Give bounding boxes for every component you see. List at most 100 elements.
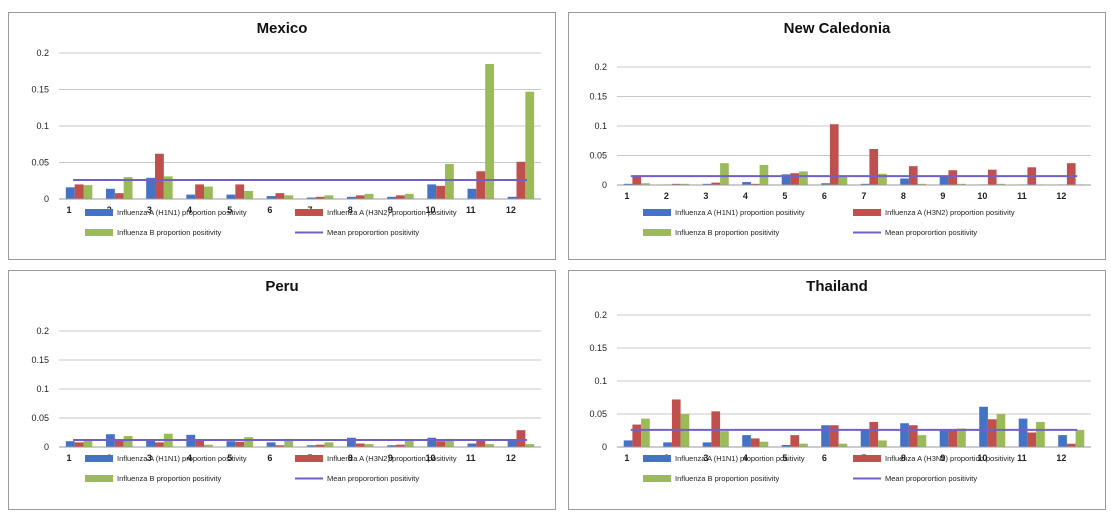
x-tick-label: 8 [901, 191, 906, 201]
x-tick-label: 5 [782, 191, 787, 201]
bar-h3n2 [632, 424, 642, 447]
x-tick-label: 12 [506, 205, 516, 215]
legend-label: Influenza B proportion positivity [675, 474, 779, 483]
bar-h1n1 [306, 197, 316, 199]
legend-label: Mean proporortion positivity [327, 474, 419, 483]
bar-h3n2 [750, 183, 760, 185]
chart-svg-thailand: Thailand00.050.10.150.2123456789101112In… [589, 278, 1091, 483]
bar-h3n2 [315, 196, 325, 199]
legend-swatch [295, 209, 323, 216]
y-tick-label: 0 [602, 442, 607, 452]
bar-h3n2 [671, 399, 681, 447]
bar-h1n1 [65, 441, 75, 447]
bar-h1n1 [860, 183, 870, 185]
x-tick-label: 10 [977, 453, 987, 463]
bar-h3n2 [195, 184, 205, 199]
legend-item-h3n2: Influenza A (H3N2) proportion positivity [295, 208, 457, 217]
legend-item-mean: Mean proporortion positivity [853, 228, 977, 237]
bar-fluB [445, 163, 454, 199]
y-tick-label: 0.1 [594, 376, 607, 386]
bar-fluB [485, 444, 495, 447]
legend-label: Mean proporortion positivity [327, 228, 419, 237]
chart-panel-peru: Peru00.050.10.150.2123456789101112Influe… [8, 270, 556, 510]
bar-h1n1 [781, 174, 791, 185]
y-tick-label: 0.2 [594, 310, 607, 320]
bar-fluB [404, 439, 414, 447]
bar-h1n1 [900, 423, 909, 447]
legend-swatch [85, 209, 113, 216]
bar-fluB [759, 164, 769, 185]
bar-h1n1 [467, 188, 477, 199]
bar-h1n1 [623, 440, 633, 447]
chart-panel-mexico: Mexico00.050.10.150.2123456789101112Infl… [8, 12, 556, 260]
x-tick-label: 11 [1017, 191, 1027, 201]
bar-h3n2 [1066, 163, 1076, 185]
bar-h3n2 [476, 440, 486, 447]
legend-item-fluB: Influenza B proportion positivity [85, 228, 221, 237]
legend-label: Influenza B proportion positivity [117, 228, 221, 237]
bar-fluB [324, 195, 334, 199]
x-tick-label: 6 [822, 191, 827, 201]
x-tick-label: 4 [743, 191, 748, 201]
y-tick-label: 0 [602, 180, 607, 190]
legend-item-h1n1: Influenza A (H1N1) proportion positivity [85, 454, 247, 463]
chart-panel-new-caledonia: New Caledonia 0 0.05 0.1 0.15 0.2 1 2 3 4 5 6 7 8 9 10 1… [568, 12, 1106, 260]
bar-fluB [680, 183, 690, 185]
bar-h1n1 [939, 429, 949, 447]
x-tick-label: 5 [782, 453, 787, 463]
legend-label: Influenza A (H1N1) proportion positivity [117, 208, 247, 217]
legend-item-h3n2: Influenza A (H3N2) proportion positivity [295, 454, 457, 463]
bar-h1n1 [821, 183, 830, 185]
bar-fluB [284, 438, 294, 447]
bar-h1n1 [939, 176, 949, 185]
bar-fluB [878, 173, 887, 185]
bar-h1n1 [105, 188, 115, 199]
bar-h1n1 [860, 429, 870, 447]
y-tick-label: 0.15 [31, 85, 49, 95]
bar-fluB [878, 440, 887, 447]
bar-h1n1 [623, 183, 633, 185]
bar-h3n2 [195, 440, 205, 447]
chart-title: Thailand [806, 278, 868, 295]
bar-h1n1 [387, 445, 396, 447]
y-tick-label: 0 [44, 442, 49, 452]
bar-h3n2 [355, 195, 365, 199]
bar-h3n2 [908, 425, 918, 447]
bar-h3n2 [829, 425, 839, 447]
bar-h1n1 [65, 187, 75, 199]
x-tick-label: 1 [67, 205, 72, 215]
y-tick-label: 0.15 [589, 92, 607, 102]
y-tick-label: 0.2 [594, 62, 607, 72]
bar-h1n1 [702, 183, 712, 185]
legend-item-h1n1: Influenza A (H1N1) proportion positivity [643, 208, 805, 217]
x-tick-label: 12 [1056, 191, 1066, 201]
x-tick-label: 10 [977, 191, 987, 201]
bar-h3n2 [790, 435, 800, 447]
bar-h3n2 [476, 171, 486, 199]
legend-swatch [853, 209, 881, 216]
x-tick-label: 10 [426, 205, 436, 215]
chart-svg-mexico: Mexico00.050.10.150.2123456789101112Infl… [31, 20, 541, 237]
legend-item-fluB: Influenza B proportion positivity [85, 474, 221, 483]
bar-h3n2 [235, 441, 245, 447]
bar-h1n1 [266, 196, 276, 199]
bar-h1n1 [702, 442, 712, 447]
x-tick-label: 9 [940, 191, 945, 201]
x-tick-label: 6 [267, 453, 272, 463]
legend-item-h3n2: Influenza A (H3N2) proportion positivity [853, 454, 1015, 463]
bar-h3n2 [948, 430, 958, 447]
bar-h3n2 [74, 442, 84, 447]
x-tick-label: 8 [348, 453, 353, 463]
x-tick-label: 11 [466, 205, 476, 215]
bar-fluB [123, 435, 133, 447]
y-tick-label: 0.1 [594, 121, 607, 131]
bar-h3n2 [154, 153, 164, 199]
x-tick-label: 3 [147, 205, 152, 215]
bar-fluB [957, 428, 966, 447]
x-tick-label: 5 [227, 205, 232, 215]
y-tick-label: 0.15 [31, 355, 49, 365]
chart-svg-peru: Peru00.050.10.150.2123456789101112Influe… [31, 278, 541, 483]
bar-fluB [445, 438, 454, 447]
bar-fluB [244, 437, 254, 447]
x-tick-label: 7 [861, 191, 866, 201]
